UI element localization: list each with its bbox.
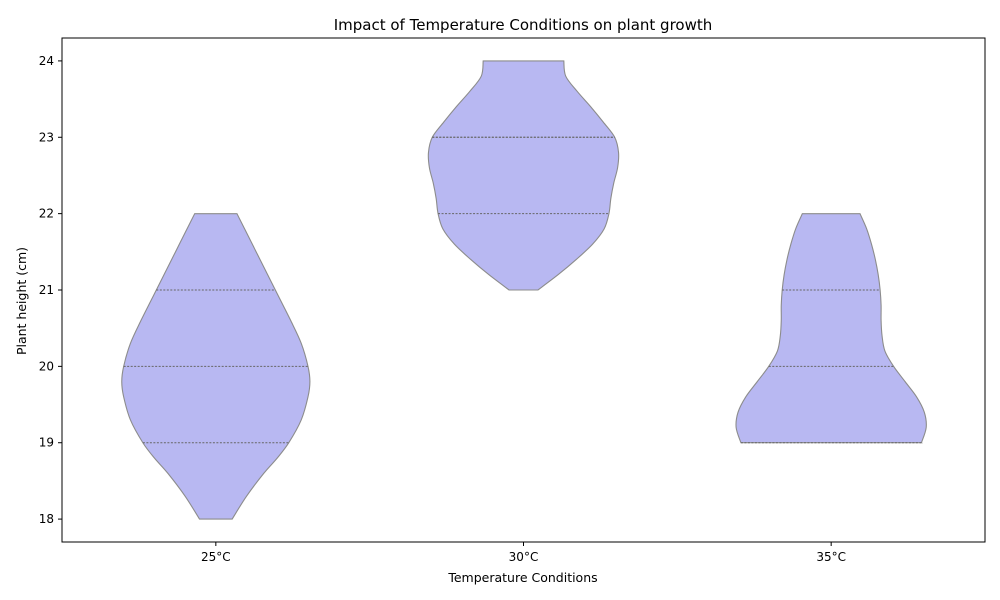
chart-title: Impact of Temperature Conditions on plan…	[334, 16, 713, 34]
y-axis-label: Plant height (cm)	[14, 247, 29, 355]
x-tick-label: 30°C	[509, 550, 539, 564]
y-tick-label: 18	[39, 512, 54, 526]
y-axis: 18 19 20 21 22 23 24	[39, 54, 62, 526]
x-tick-label: 25°C	[201, 550, 231, 564]
plot-area	[121, 60, 927, 520]
y-tick-label: 20	[39, 359, 54, 373]
y-tick-label: 23	[39, 130, 54, 144]
x-axis: 25°C 30°C 35°C	[201, 542, 846, 564]
violin-body-30°C	[427, 60, 620, 291]
y-tick-label: 22	[39, 207, 54, 221]
y-tick-label: 19	[39, 436, 54, 450]
x-tick-label: 35°C	[816, 550, 846, 564]
x-axis-label: Temperature Conditions	[447, 570, 597, 585]
y-tick-label: 21	[39, 283, 54, 297]
y-tick-label: 24	[39, 54, 54, 68]
violin-body-35°C	[735, 213, 927, 444]
